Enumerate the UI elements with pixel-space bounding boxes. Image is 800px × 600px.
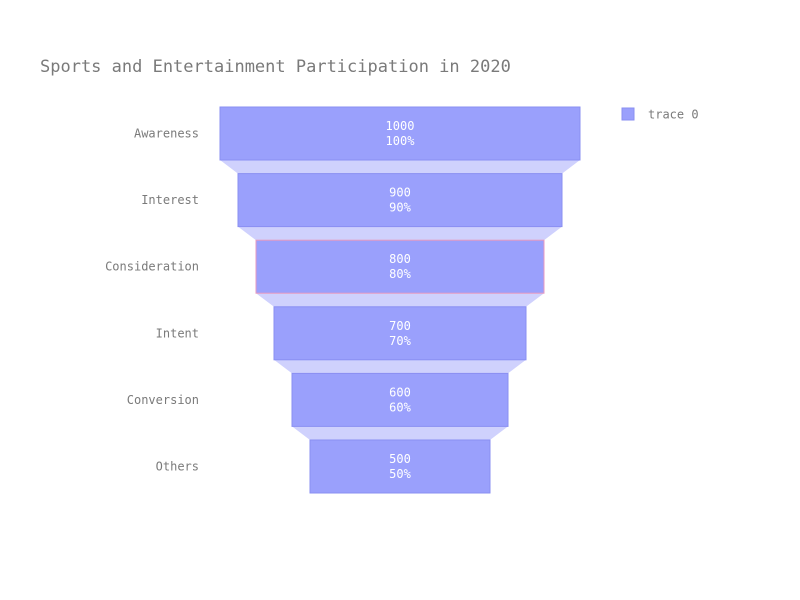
value-label: 1000 xyxy=(386,119,415,133)
percent-label: 60% xyxy=(389,400,411,414)
funnel-connector xyxy=(220,160,580,174)
category-label: Interest xyxy=(141,193,199,207)
value-label: 900 xyxy=(389,186,411,200)
percent-label: 100% xyxy=(386,134,416,148)
category-label: Conversion xyxy=(127,393,199,407)
funnel-connector xyxy=(292,426,508,440)
category-label: Consideration xyxy=(105,260,199,274)
funnel-connector xyxy=(274,359,526,374)
percent-label: 50% xyxy=(389,467,411,481)
funnel-bar[interactable] xyxy=(219,106,581,161)
legend-swatch xyxy=(621,107,635,121)
category-label: Others xyxy=(156,460,199,474)
percent-label: 80% xyxy=(389,267,411,281)
value-label: 500 xyxy=(389,452,411,466)
funnel-bar[interactable] xyxy=(237,173,563,228)
funnel-connectors xyxy=(220,160,580,440)
funnel-bar[interactable] xyxy=(255,239,545,294)
value-label: 700 xyxy=(389,319,411,333)
legend-label: trace 0 xyxy=(648,108,699,122)
funnel-connector xyxy=(238,226,562,241)
percent-label: 90% xyxy=(389,201,411,215)
funnel-bar[interactable] xyxy=(273,306,527,361)
percent-label: 70% xyxy=(389,334,411,348)
chart-title: Sports and Entertainment Participation i… xyxy=(40,57,511,77)
legend[interactable]: trace 0 xyxy=(621,107,699,122)
value-label: 600 xyxy=(389,385,411,399)
category-label: Intent xyxy=(156,326,199,340)
funnel-bar[interactable] xyxy=(291,372,509,427)
funnel-bar[interactable] xyxy=(309,439,491,494)
funnel-connector xyxy=(256,293,544,307)
category-label: Awareness xyxy=(134,127,199,141)
value-label: 800 xyxy=(389,252,411,266)
